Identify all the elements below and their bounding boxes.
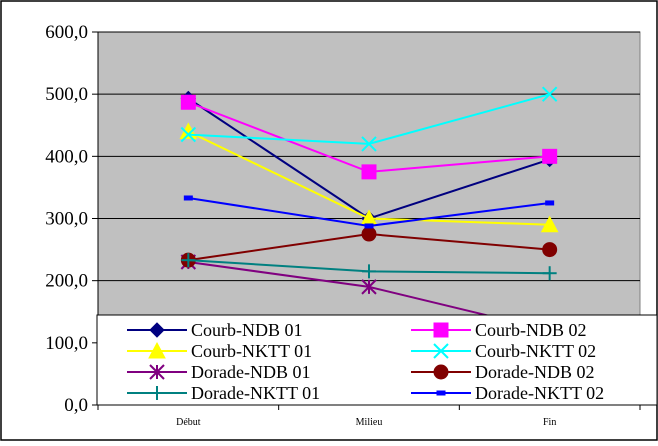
data-point-dorade-nktt-02 [183, 195, 193, 201]
data-point-courb-ndb-02 [180, 94, 196, 110]
legend-swatch-marker [149, 322, 165, 338]
data-point-dorade-nktt-01 [362, 264, 376, 279]
legend-swatch-marker [149, 364, 165, 380]
y-tick-label: 600,0 [45, 22, 88, 43]
data-point-dorade-nktt-01 [181, 253, 196, 268]
legend-swatch-marker [433, 364, 449, 380]
data-point-courb-nktt-02 [541, 86, 558, 102]
x-tick-label: Début [176, 417, 201, 428]
data-point-dorade-nktt-02 [364, 223, 374, 229]
data-point-dorade-nktt-01 [542, 266, 557, 281]
legend-swatch-marker [148, 341, 166, 359]
legend-item-courb-ndb-01: Courb-NDB 01 [127, 320, 303, 340]
series-dorade-nktt-02 [183, 195, 555, 229]
data-point-dorade-ndb-02 [542, 242, 558, 258]
legend-item-courb-nktt-02: Courb-NKTT 02 [411, 341, 596, 361]
legend [96, 314, 658, 406]
y-tick-label: 400,0 [45, 146, 88, 167]
legend-label: Courb-NDB 01 [191, 320, 303, 340]
legend-swatch-marker [433, 322, 449, 338]
legend-label: Dorade-NDB 02 [475, 362, 594, 382]
data-point-dorade-ndb-01 [361, 279, 377, 295]
legend-label: Courb-NDB 02 [475, 320, 587, 340]
data-point-courb-ndb-02 [361, 164, 377, 180]
legend-item-dorade-nktt-01: Dorade-NKTT 01 [127, 383, 320, 403]
data-point-courb-nktt-02 [361, 136, 377, 152]
legend-label: Dorade-NKTT 02 [475, 383, 604, 403]
series-courb-nktt-02 [180, 86, 558, 152]
legend-item-courb-nktt-01: Courb-NKTT 01 [127, 341, 312, 361]
x-tick-label: Milieu [356, 417, 383, 428]
data-point-dorade-nktt-02 [545, 200, 555, 206]
legend-label: Courb-NKTT 02 [475, 341, 596, 361]
series-courb-ndb-02 [180, 94, 558, 180]
legend-swatch-marker [436, 390, 446, 396]
y-tick-label: 500,0 [45, 84, 88, 105]
data-point-courb-ndb-02 [542, 148, 558, 164]
legend-label: Dorade-NKTT 01 [191, 383, 320, 403]
legend-item-courb-ndb-02: Courb-NDB 02 [411, 320, 587, 340]
data-point-courb-nktt-02 [180, 126, 197, 143]
y-tick-label: 100,0 [45, 333, 88, 354]
legend-swatch-marker [433, 343, 449, 359]
legend-item-dorade-ndb-02: Dorade-NDB 02 [411, 362, 594, 382]
legend-item-dorade-nktt-02: Dorade-NKTT 02 [411, 383, 604, 403]
series-dorade-nktt-01 [181, 253, 557, 281]
y-tick-label: 300,0 [45, 209, 88, 230]
x-tick-label: Fin [543, 417, 556, 428]
legend-label: Courb-NKTT 01 [191, 341, 312, 361]
legend-swatch-marker [150, 386, 164, 400]
y-tick-label: 0,0 [64, 395, 88, 416]
data-point-dorade-ndb-02 [361, 226, 377, 242]
y-tick-label: 200,0 [45, 271, 88, 292]
data-point-courb-nktt-01 [540, 215, 559, 233]
legend-item-dorade-ndb-01: Dorade-NDB 01 [127, 362, 310, 382]
legend-label: Dorade-NDB 01 [191, 362, 310, 382]
